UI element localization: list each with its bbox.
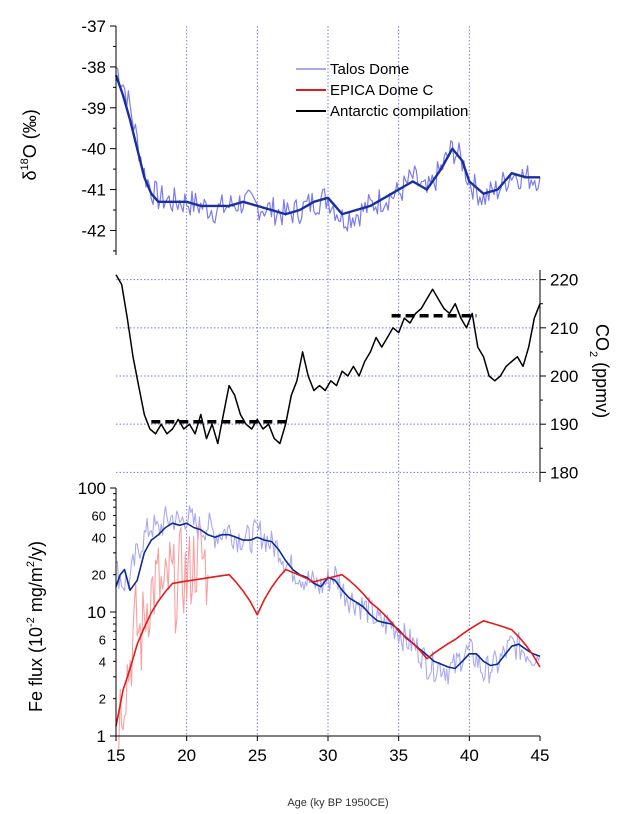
co2-tick-label: 220 <box>550 271 578 290</box>
co2-tick-label: 180 <box>550 463 578 482</box>
fe-series-line <box>115 522 541 670</box>
legend-label: EPICA Dome C <box>330 82 434 99</box>
fe-minor-tick-label: 60 <box>92 509 106 524</box>
d18o-tick-label: -39 <box>81 99 106 118</box>
x-tick-label: 25 <box>248 746 267 765</box>
legend: Talos Dome EPICA Dome C Antarctic compilat… <box>296 61 468 120</box>
fe-minor-tick-label: 2 <box>99 692 106 707</box>
axes-layer <box>110 25 546 741</box>
co2-axis-title: CO2 (ppmv) <box>587 324 612 418</box>
fe-axis-title: Fe flux (10-2 mg/m2/y) <box>25 541 46 712</box>
d18o-tick-label: -37 <box>81 17 106 36</box>
grid-lines <box>116 26 540 736</box>
fe-series-line <box>115 505 541 685</box>
x-tick-label: 15 <box>107 746 126 765</box>
fe-minor-tick-label: 6 <box>99 633 106 648</box>
fe-tick-label: 1 <box>97 727 106 746</box>
d18o-tick-label: -41 <box>81 181 106 200</box>
d18o-tick-label: -40 <box>81 140 106 159</box>
fe-minor-tick-label: 4 <box>99 654 106 669</box>
co2-tick-label: 190 <box>550 415 578 434</box>
co2-tick-label: 200 <box>550 367 578 386</box>
x-tick-label: 30 <box>319 746 338 765</box>
co2-series-line <box>115 274 541 445</box>
legend-label: Talos Dome <box>330 61 409 78</box>
fe-tick-label: 100 <box>78 479 106 498</box>
d18o-axis-title: δ18O (‰) <box>19 109 40 180</box>
x-tick-label: 20 <box>177 746 196 765</box>
co2-tick-label: 210 <box>550 319 578 338</box>
legend-label: Antarctic compilation <box>330 103 468 120</box>
d18o-series-line <box>114 74 540 216</box>
x-axis-label: Age (ky BP 1950CE) <box>287 797 388 809</box>
series-layer <box>114 66 541 749</box>
fe-minor-tick-label: 20 <box>92 568 106 583</box>
x-tick-label: 40 <box>460 746 479 765</box>
fe-tick-label: 10 <box>87 603 106 622</box>
fe-minor-tick-label: 40 <box>92 530 106 545</box>
x-tick-label: 35 <box>389 746 408 765</box>
d18o-tick-label: -38 <box>81 58 106 77</box>
x-tick-label: 45 <box>531 746 550 765</box>
d18o-tick-label: -42 <box>81 221 106 240</box>
fe-series-line <box>118 526 209 749</box>
labels-layer: 15 20 25 30 35 40 45 Age (ky BP 1950CE) -42 -41 -4… <box>19 17 612 809</box>
fe-series-line <box>115 568 541 727</box>
